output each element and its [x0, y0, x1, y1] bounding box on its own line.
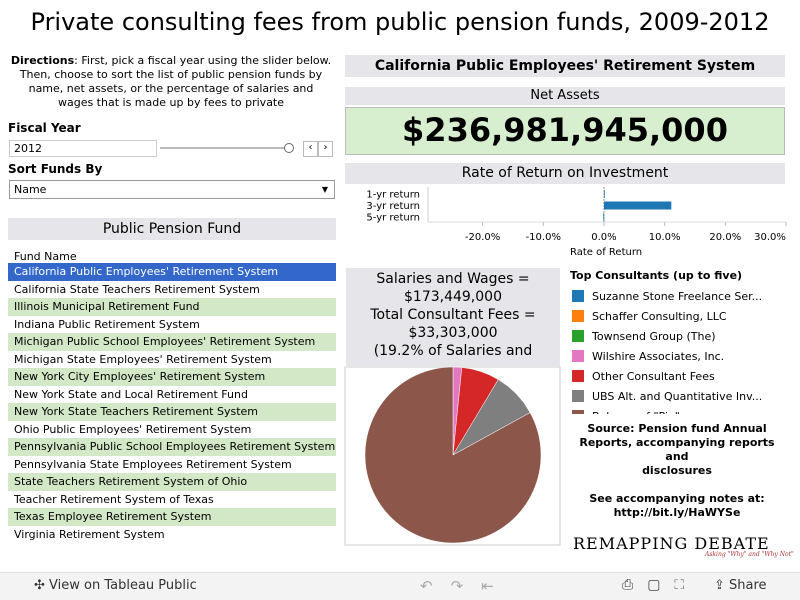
- x-tick-label: 20.0%: [709, 232, 741, 243]
- list-header: Fund Name: [14, 250, 77, 263]
- fund-row[interactable]: Illinois Municipal Retirement Fund: [8, 298, 336, 316]
- x-tick-label: 0.0%: [591, 232, 616, 243]
- fund-row[interactable]: Michigan Public School Employees' Retire…: [8, 333, 336, 351]
- logo-tagline: Asking "Why" and "Why Not": [705, 551, 794, 558]
- category-label: 3-yr return: [366, 201, 420, 212]
- share-text: Share: [729, 578, 767, 593]
- legend-item: Townsend Group (The): [572, 326, 787, 346]
- legend-label: Wilshire Associates, Inc.: [592, 349, 725, 363]
- legend-title: Top Consultants (up to five): [570, 269, 743, 282]
- source-line: http://bit.ly/HaWYSe: [613, 506, 741, 519]
- legend-item: Schaffer Consulting, LLC: [572, 306, 787, 326]
- legend-item: Other Consultant Fees: [572, 366, 787, 386]
- source-line: Source: Pension fund Annual Reports, acc…: [579, 422, 775, 463]
- x-tick-label: 10.0%: [649, 232, 681, 243]
- fund-row[interactable]: Indiana Public Retirement System: [8, 315, 336, 333]
- net-assets-title: Net Assets: [345, 87, 785, 105]
- year-label: Fiscal Year: [8, 121, 81, 135]
- fund-row[interactable]: California State Teachers Retirement Sys…: [8, 280, 336, 298]
- legend-swatch: [572, 370, 584, 382]
- share-icons[interactable]: ⎙▢⛶: [622, 577, 699, 593]
- fund-row[interactable]: New York City Employees' Retirement Syst…: [8, 368, 336, 386]
- net-assets-value: $236,981,945,000: [345, 107, 785, 155]
- fund-row[interactable]: Virginia Retirement System: [8, 525, 336, 543]
- x-tick-label: 30.0%: [754, 232, 786, 243]
- legend-label: Suzanne Stone Freelance Ser...: [592, 289, 763, 303]
- legend-label: Townsend Group (The): [592, 329, 716, 343]
- toolbar-icons[interactable]: ↶↷⇤: [420, 577, 512, 595]
- fund-name: California Public Employees' Retirement …: [345, 55, 785, 77]
- salaries-line: Salaries and Wages =: [376, 271, 530, 287]
- year-input[interactable]: 2012: [9, 140, 157, 157]
- fund-row[interactable]: California Public Employees' Retirement …: [8, 263, 336, 281]
- category-label: 5-yr return: [366, 213, 420, 224]
- fund-row[interactable]: Teacher Retirement System of Texas: [8, 490, 336, 508]
- list-title: Public Pension Fund: [8, 218, 336, 240]
- fund-row[interactable]: Pennsylvania State Employees Retirement …: [8, 455, 336, 473]
- legend-swatch: [572, 410, 584, 414]
- view-link[interactable]: ✣ View on Tableau Public: [34, 578, 197, 593]
- sort-value: Name: [14, 183, 47, 196]
- x-axis-label: Rate of Return: [570, 247, 642, 258]
- return-title: Rate of Return on Investment: [345, 163, 785, 184]
- legend-item: Suzanne Stone Freelance Ser...: [572, 286, 787, 306]
- salaries-line: (19.2% of Salaries and: [373, 343, 533, 359]
- legend-item: Wilshire Associates, Inc.: [572, 346, 787, 366]
- pie-slice: [364, 366, 542, 544]
- legend-label: Balance of "Pie": [592, 410, 680, 415]
- fund-row[interactable]: New York State Teachers Retirement Syste…: [8, 403, 336, 421]
- prev-button[interactable]: ‹: [303, 141, 318, 157]
- legend-swatch: [572, 390, 584, 402]
- legend-item: Balance of "Pie": [572, 406, 787, 414]
- view-text: View on Tableau Public: [49, 578, 197, 593]
- legend-swatch: [572, 290, 584, 302]
- sort-dropdown[interactable]: Name ▼: [9, 180, 335, 199]
- source-line: See accompanying notes at:: [589, 492, 765, 505]
- title: Private consulting fees from public pens…: [30, 8, 770, 36]
- fund-list: California Public Employees' Retirement …: [8, 263, 336, 543]
- fund-row[interactable]: Pennsylvania Public School Employees Ret…: [8, 438, 336, 456]
- fund-row[interactable]: State Teachers Retirement System of Ohio: [8, 473, 336, 491]
- salaries-box: Salaries and Wages = $173,449,000 Total Co…: [346, 268, 560, 366]
- fund-row[interactable]: New York State and Local Retirement Fund: [8, 385, 336, 403]
- legend-swatch: [572, 330, 584, 342]
- legend-swatch: [572, 310, 584, 322]
- next-button[interactable]: ›: [318, 141, 333, 157]
- legend-label: Other Consultant Fees: [592, 369, 715, 383]
- fund-row[interactable]: Michigan State Employees' Retirement Sys…: [8, 350, 336, 368]
- legend-label: UBS Alt. and Quantitative Inv...: [592, 389, 763, 403]
- fund-row[interactable]: Ohio Public Employees' Retirement System: [8, 420, 336, 438]
- sort-label: Sort Funds By: [8, 162, 103, 176]
- toolbar: [0, 572, 800, 600]
- salaries-line: Total Consultant Fees =: [370, 307, 536, 323]
- directions-label: Directions: [10, 54, 75, 67]
- salaries-line: $173,449,000: [404, 289, 502, 305]
- source-line: disclosures: [642, 464, 712, 477]
- bar: [603, 201, 672, 210]
- legend-item: UBS Alt. and Quantitative Inv...: [572, 386, 787, 406]
- slider-thumb[interactable]: [284, 143, 294, 153]
- legend-swatch: [572, 350, 584, 362]
- bar: [603, 190, 605, 198]
- share[interactable]: ⇪ Share: [714, 578, 767, 593]
- legend-label: Schaffer Consulting, LLC: [592, 309, 727, 323]
- x-tick-label: -20.0%: [465, 232, 500, 243]
- directions: Directions: First, pick a fiscal year us…: [10, 54, 332, 114]
- legend: Suzanne Stone Freelance Ser... Schaffer C…: [572, 286, 787, 414]
- directions-text: : First, pick a fiscal year using the sl…: [19, 54, 332, 109]
- x-tick-label: -10.0%: [526, 232, 561, 243]
- fund-row[interactable]: Texas Employee Retirement System: [8, 508, 336, 526]
- logo: REMAPPING DEBATE: [573, 534, 770, 553]
- category-label: 1-yr return: [366, 190, 420, 201]
- year-slider[interactable]: [160, 147, 290, 149]
- salaries-line: $33,303,000: [408, 325, 498, 341]
- bar: [603, 213, 605, 221]
- source: Source: Pension fund Annual Reports, acc…: [572, 422, 782, 520]
